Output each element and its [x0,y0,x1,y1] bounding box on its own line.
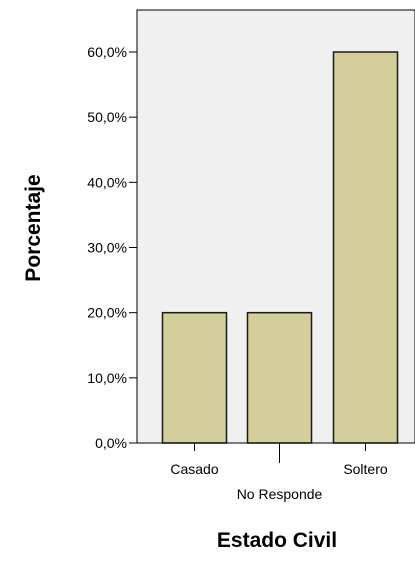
x-tick-label: Soltero [343,461,388,477]
bar-no-responde [246,311,313,444]
y-tick-label: 10,0% [87,370,127,386]
y-tick-label: 60,0% [87,44,127,60]
x-tick-label: Casado [170,461,218,477]
bar-soltero [332,51,399,444]
y-tick-label: 40,0% [87,174,127,190]
y-tick-label: 20,0% [87,305,127,321]
y-tick-label: 0,0% [95,435,127,451]
y-tick-label: 30,0% [87,240,127,256]
y-axis-label: Porcentaje [22,174,45,281]
bar-casado [161,311,228,444]
y-tick-label: 50,0% [87,109,127,125]
x-axis: Casado No Responde Soltero [137,442,415,502]
x-tick-label: No Responde [237,486,323,502]
x-axis-label: Estado Civil [217,529,337,552]
y-axis: 0,0% 10,0% 20,0% 30,0% 40,0% 50,0% 60,0% [87,10,138,451]
